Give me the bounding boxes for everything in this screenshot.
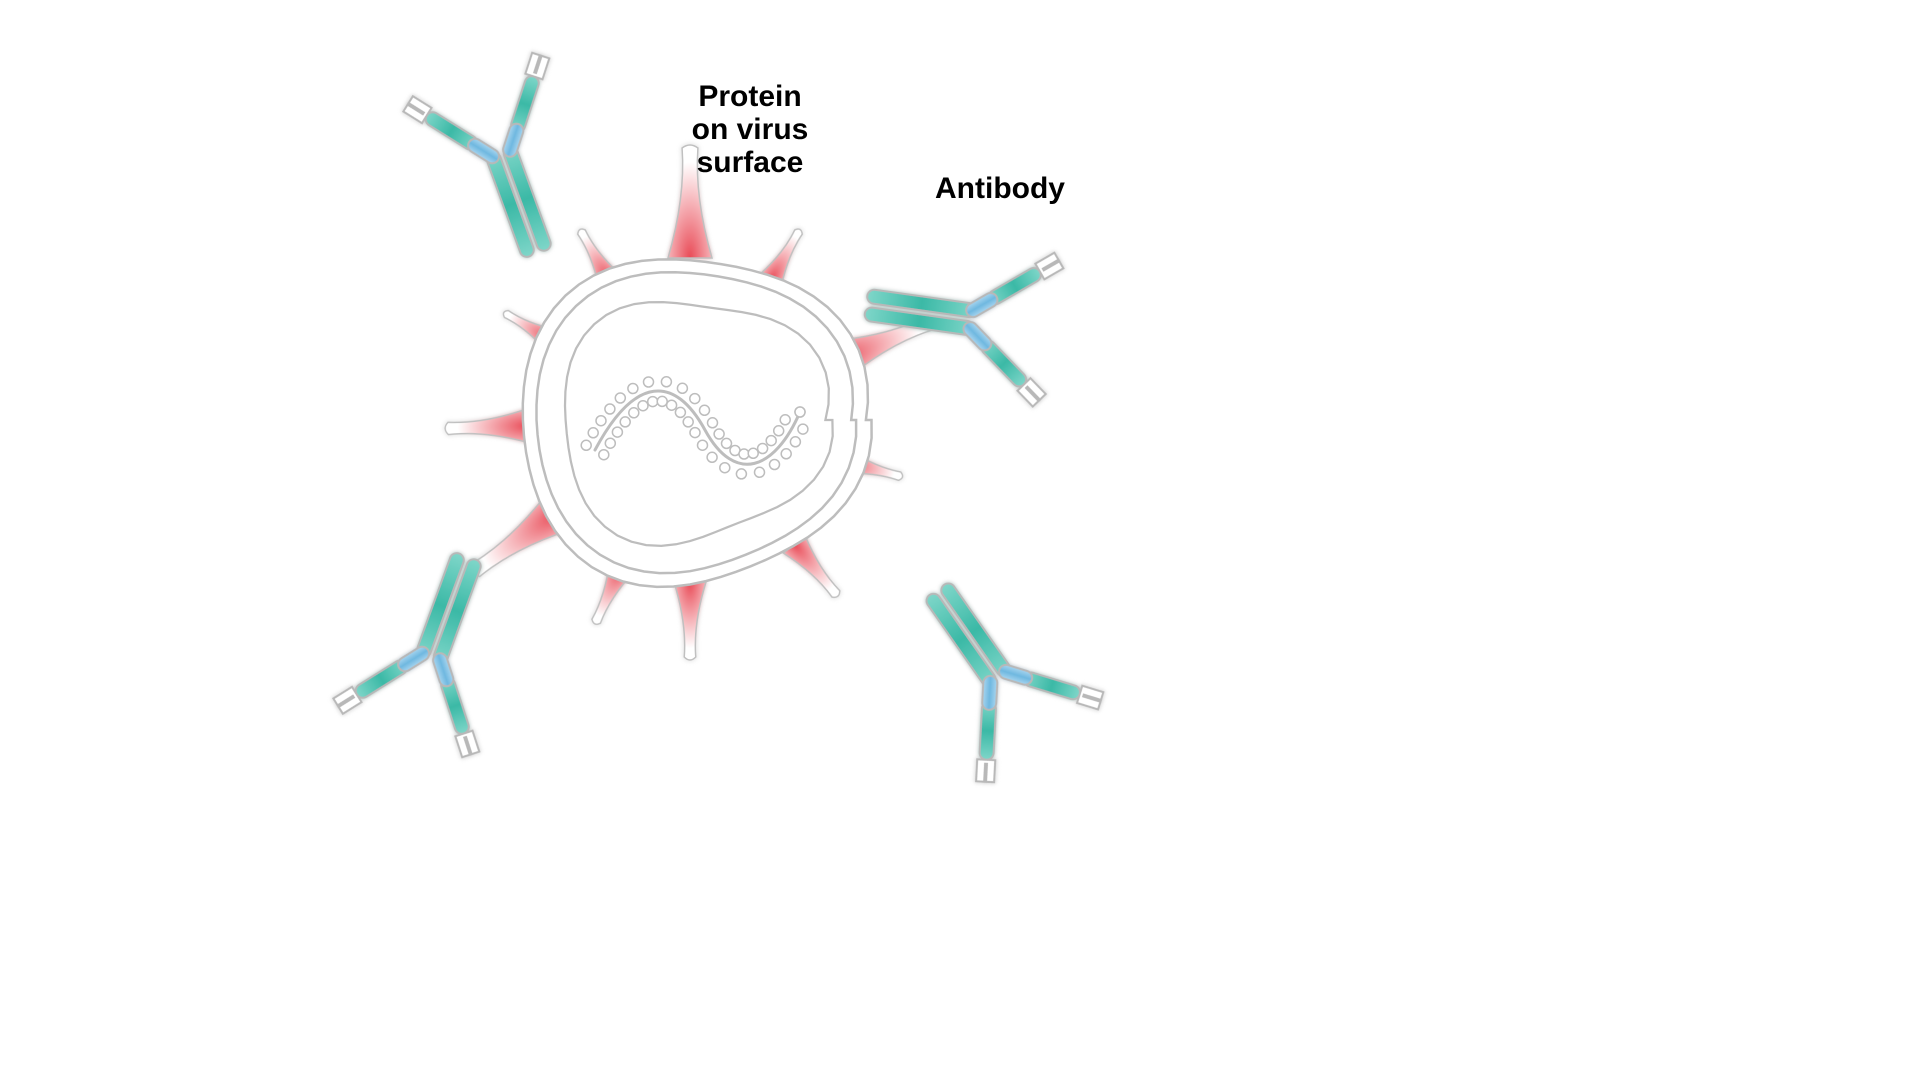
- label-protein-on-virus-surface: Protein on virus surface: [640, 80, 860, 179]
- spike-protein: [445, 409, 529, 446]
- virus-body: [523, 259, 872, 587]
- antibody: [873, 545, 1109, 790]
- spike-protein: [674, 582, 706, 660]
- antibody: [855, 228, 1065, 408]
- antibody: [330, 530, 541, 762]
- label-antibody: Antibody: [900, 172, 1100, 205]
- antibody: [400, 48, 611, 280]
- diagram-scene: [0, 0, 1920, 1080]
